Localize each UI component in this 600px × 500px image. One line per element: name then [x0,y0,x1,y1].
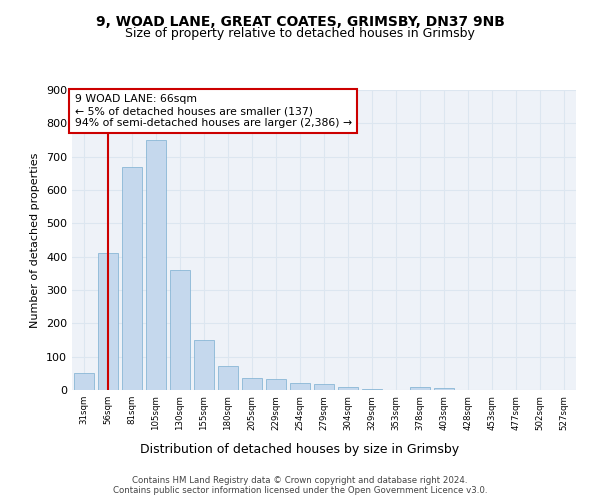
Bar [314,384,334,390]
Bar [266,379,286,390]
Bar [218,366,238,390]
Text: 9 WOAD LANE: 66sqm
← 5% of detached houses are smaller (137)
94% of semi-detache: 9 WOAD LANE: 66sqm ← 5% of detached hous… [74,94,352,128]
Bar [434,388,454,390]
Text: Distribution of detached houses by size in Grimsby: Distribution of detached houses by size … [140,442,460,456]
Bar [122,166,142,390]
Text: Size of property relative to detached houses in Grimsby: Size of property relative to detached ho… [125,28,475,40]
Y-axis label: Number of detached properties: Number of detached properties [31,152,40,328]
Bar [242,378,262,390]
Bar [194,340,214,390]
Bar [170,270,190,390]
Bar [290,382,310,390]
Bar [338,388,358,390]
Bar [98,254,118,390]
Text: 9, WOAD LANE, GREAT COATES, GRIMSBY, DN37 9NB: 9, WOAD LANE, GREAT COATES, GRIMSBY, DN3… [95,15,505,29]
Text: Contains HM Land Registry data © Crown copyright and database right 2024.
Contai: Contains HM Land Registry data © Crown c… [113,476,487,495]
Bar [410,388,430,390]
Bar [146,140,166,390]
Bar [74,374,94,390]
